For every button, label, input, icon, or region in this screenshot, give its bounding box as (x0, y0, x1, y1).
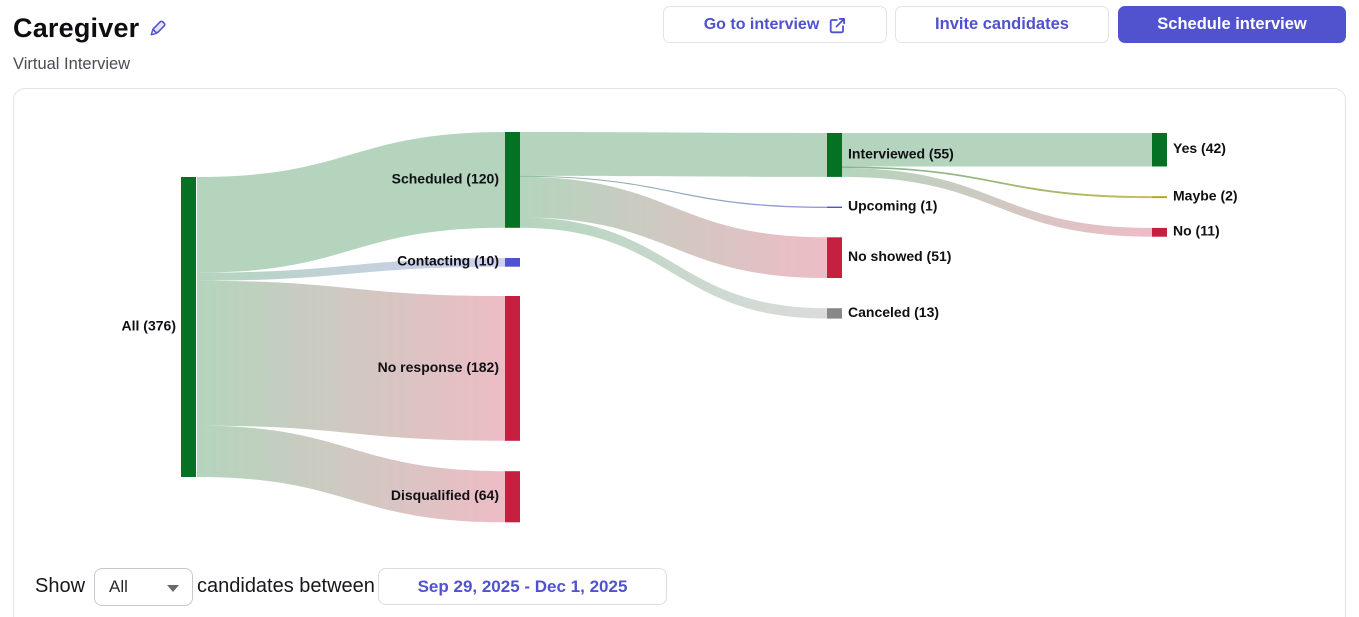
svg-text:No (11): No (11) (1173, 223, 1220, 239)
svg-text:No response (182): No response (182) (378, 359, 499, 375)
svg-text:Yes (42): Yes (42) (1173, 140, 1226, 156)
svg-text:Interviewed (55): Interviewed (55) (848, 145, 954, 161)
svg-text:Disqualified (64): Disqualified (64) (391, 487, 499, 503)
svg-text:Contacting (10): Contacting (10) (397, 253, 499, 269)
svg-text:Scheduled (120): Scheduled (120) (392, 170, 499, 186)
svg-text:Upcoming (1): Upcoming (1) (848, 198, 937, 214)
svg-text:Canceled (13): Canceled (13) (848, 304, 939, 320)
svg-text:No showed (51): No showed (51) (848, 248, 951, 264)
svg-text:Maybe (2): Maybe (2) (1173, 188, 1238, 204)
svg-text:All (376): All (376) (122, 317, 176, 333)
